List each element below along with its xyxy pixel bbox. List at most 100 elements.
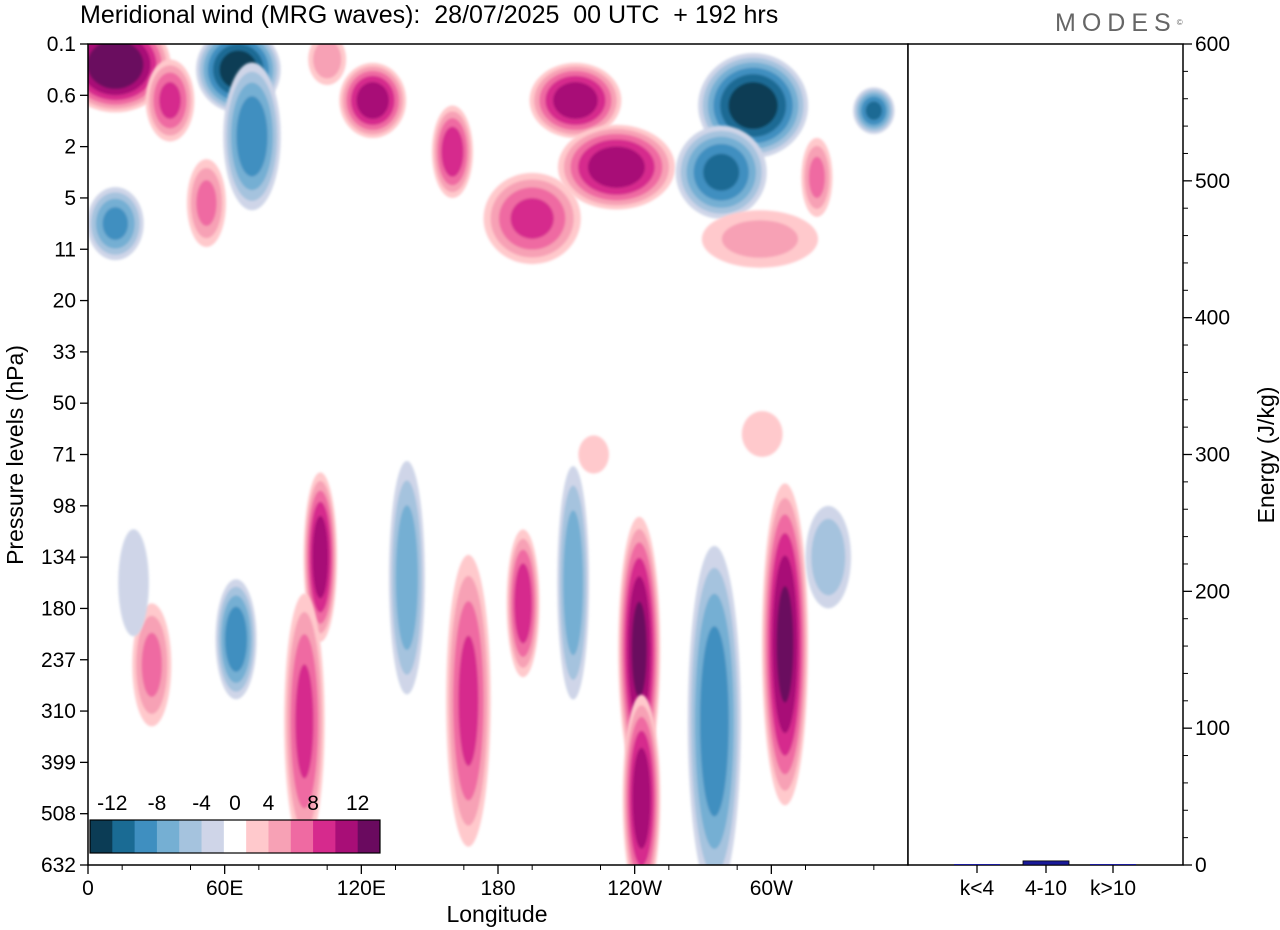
x-tick-label: 120E bbox=[337, 877, 386, 900]
field-feature-23 bbox=[506, 529, 540, 678]
longitude-axis: 0 60E 120E 180 120W 60W bbox=[82, 865, 875, 900]
energy-tick-label: 300 bbox=[1195, 444, 1230, 467]
field-contour bbox=[578, 435, 609, 474]
colorbar-label: -12 bbox=[97, 792, 127, 815]
x-axis-label: Longitude bbox=[446, 901, 547, 927]
field-contour bbox=[741, 411, 783, 457]
field-feature-8 bbox=[529, 62, 622, 139]
field-contour bbox=[118, 529, 149, 637]
field-contour bbox=[632, 747, 651, 849]
field-feature-18 bbox=[215, 579, 257, 700]
energy-bar-1 bbox=[1022, 860, 1070, 866]
colorbar-label: 4 bbox=[263, 792, 275, 815]
energy-category-label: k>10 bbox=[1090, 877, 1136, 900]
y-tick-label: 2 bbox=[64, 136, 76, 159]
colorbar-swatch bbox=[90, 820, 113, 853]
y-tick-label: 399 bbox=[41, 751, 76, 774]
field-contour bbox=[159, 82, 181, 119]
field-feature-24 bbox=[557, 466, 590, 700]
heatmap-plot bbox=[88, 44, 895, 865]
field-feature-33 bbox=[741, 411, 783, 457]
field-feature-1 bbox=[88, 44, 171, 113]
field-feature-12 bbox=[675, 125, 767, 219]
field-feature-30 bbox=[132, 603, 172, 727]
field-contour bbox=[811, 518, 846, 596]
colorbar-swatch bbox=[357, 820, 381, 853]
field-contour bbox=[563, 510, 584, 656]
field-contour bbox=[699, 626, 729, 817]
x-tick-label: 60E bbox=[206, 877, 243, 900]
y-tick-label: 310 bbox=[41, 700, 76, 723]
field-contour bbox=[102, 207, 129, 240]
field-contour bbox=[356, 82, 390, 119]
field-contour bbox=[224, 606, 248, 672]
energy-bar-panel: 0 100 200 300 400 500 600 k<4 4-10 k>10 bbox=[907, 33, 1230, 900]
colorbar-label: -4 bbox=[192, 792, 211, 815]
y-tick-label: 71 bbox=[53, 444, 76, 467]
chart-title: Meridional wind (MRG waves): 28/07/2025 … bbox=[80, 1, 779, 29]
field-contour bbox=[458, 635, 479, 766]
y-tick-label: 0.6 bbox=[47, 84, 76, 107]
field-feature-4 bbox=[223, 62, 281, 211]
field-contour bbox=[553, 82, 598, 119]
field-feature-21 bbox=[388, 460, 425, 695]
colorbar-swatch bbox=[223, 820, 247, 853]
colorbar-swatch bbox=[112, 820, 136, 853]
field-contour bbox=[196, 180, 217, 226]
field-contour bbox=[808, 156, 825, 199]
field-contour bbox=[631, 601, 647, 698]
colorbar-label: -8 bbox=[148, 792, 167, 815]
field-contour bbox=[865, 101, 883, 121]
colorbar-swatch bbox=[335, 820, 359, 853]
field-contour bbox=[587, 146, 645, 188]
modes-logo: MODES© bbox=[1055, 9, 1183, 37]
y-tick-label: 98 bbox=[53, 495, 76, 518]
energy-tick-label: 0 bbox=[1195, 854, 1207, 877]
colorbar-frame bbox=[89, 819, 381, 854]
logo-text: MODES bbox=[1055, 9, 1177, 37]
field-feature-31 bbox=[118, 529, 149, 637]
field-feature-13 bbox=[853, 87, 895, 135]
field-contour bbox=[703, 153, 740, 191]
energy-frame bbox=[907, 43, 1184, 866]
field-feature-10 bbox=[483, 172, 581, 265]
field-contour bbox=[236, 96, 268, 177]
field-contour bbox=[312, 515, 329, 599]
y-tick-label: 134 bbox=[41, 546, 76, 569]
field-feature-20 bbox=[284, 593, 325, 850]
y-tick-label: 0.1 bbox=[47, 33, 76, 56]
colorbar-swatch bbox=[134, 820, 158, 853]
x-tick-label: 180 bbox=[480, 877, 515, 900]
y-tick-label: 11 bbox=[54, 238, 76, 261]
colorbar-label: 0 bbox=[229, 792, 241, 815]
x-tick-label: 0 bbox=[82, 877, 94, 900]
field-feature-26 bbox=[622, 694, 661, 865]
colorbar-swatch bbox=[313, 820, 336, 853]
field-feature-28 bbox=[761, 483, 809, 806]
field-feature-16 bbox=[88, 187, 144, 261]
field-feature-6 bbox=[431, 105, 473, 198]
field-feature-14 bbox=[801, 137, 833, 217]
colorbar-label: 8 bbox=[307, 792, 319, 815]
y-tick-label: 508 bbox=[41, 803, 76, 826]
colorbar-swatch bbox=[290, 820, 314, 853]
energy-category-label: k<4 bbox=[960, 877, 995, 900]
colorbar-swatch bbox=[246, 820, 269, 853]
energy-axis-label: Energy (J/kg) bbox=[1253, 387, 1279, 524]
field-feature-9 bbox=[557, 124, 675, 210]
field-contour bbox=[88, 44, 144, 89]
field-contour bbox=[776, 586, 794, 703]
field-contour bbox=[141, 632, 162, 697]
field-contour bbox=[441, 126, 464, 177]
energy-category-label: 4-10 bbox=[1025, 877, 1067, 900]
field-contour bbox=[395, 505, 418, 651]
y-tick-label: 50 bbox=[53, 392, 76, 415]
field-feature-17 bbox=[701, 210, 819, 268]
y-axis-label: Pressure levels (hPa) bbox=[2, 345, 28, 565]
x-tick-label: 60W bbox=[750, 877, 793, 900]
colorbar-swatch bbox=[268, 820, 292, 853]
energy-tick-label: 100 bbox=[1195, 717, 1230, 740]
field-feature-32 bbox=[578, 435, 609, 474]
field-feature-22 bbox=[446, 554, 491, 847]
